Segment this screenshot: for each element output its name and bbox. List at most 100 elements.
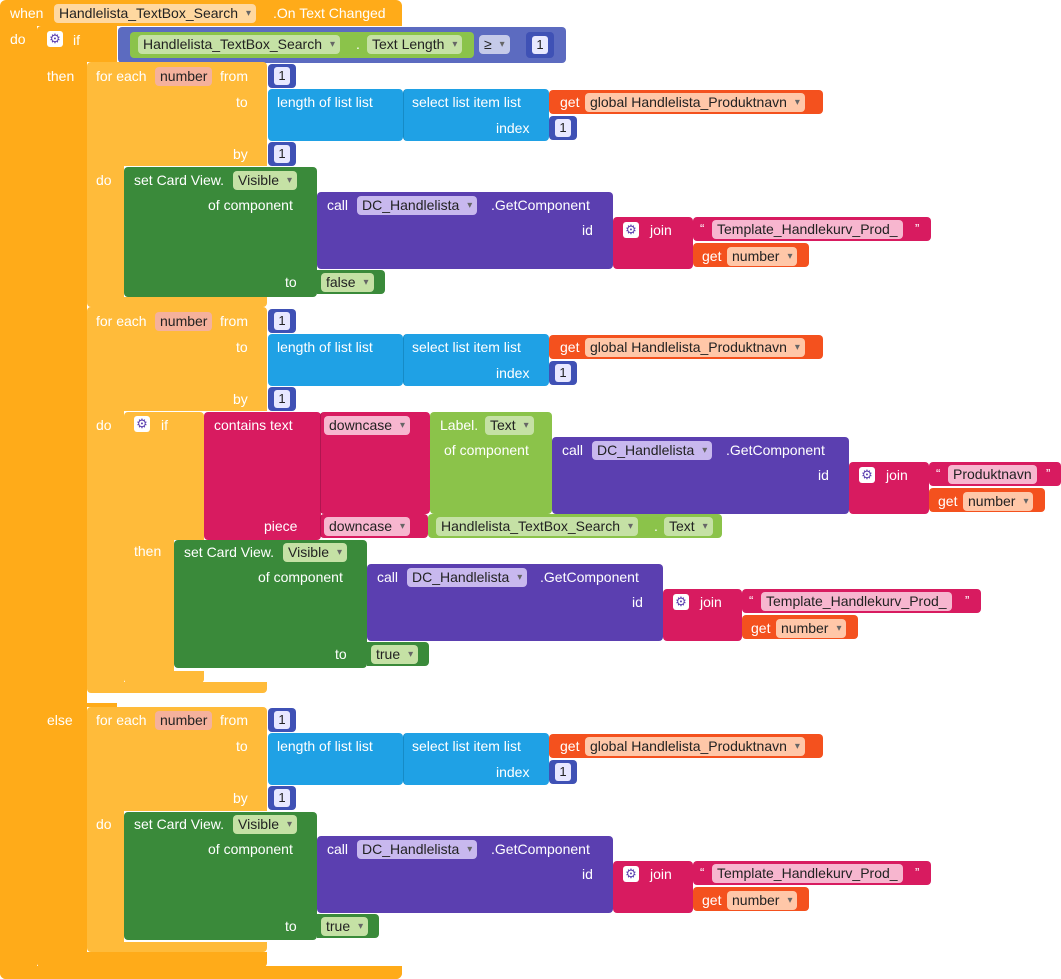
from-keyword: from [220, 712, 248, 728]
number-var-dropdown[interactable]: number [963, 492, 1034, 511]
dc-component-dropdown[interactable]: DC_Handlelista [592, 441, 713, 460]
set-card-view-label: set Card View. [184, 544, 275, 560]
get-keyword: get [751, 620, 771, 636]
length-of-list-label: length of list list [277, 94, 373, 110]
index-keyword: index [496, 764, 530, 780]
visible-dropdown[interactable]: Visible [233, 815, 297, 834]
operator-dropdown[interactable]: ≥ [479, 35, 510, 54]
quote-icon: “ [749, 593, 754, 608]
global-var-dropdown[interactable]: global Handlelista_Produktnavn [585, 338, 805, 357]
get-component-label: .GetComponent [726, 442, 825, 458]
from-keyword: from [220, 68, 248, 84]
contains-text-label: contains text [214, 417, 293, 433]
index-value[interactable]: 1 [555, 119, 571, 137]
when-keyword: when [10, 5, 44, 21]
id-keyword: id [632, 594, 643, 610]
length-of-list-block[interactable] [268, 733, 403, 785]
search-component-dropdown[interactable]: Handlelista_TextBox_Search [436, 517, 638, 536]
length-of-list-block[interactable] [268, 89, 403, 141]
of-component-label: of component [444, 442, 529, 458]
contains-text-block[interactable] [204, 412, 321, 540]
condition-component-dropdown[interactable]: Handlelista_TextBox_Search [138, 35, 340, 54]
to-keyword: to [236, 94, 248, 110]
if-header-right [87, 26, 117, 62]
select-list-item-block[interactable] [403, 334, 549, 386]
global-var-dropdown[interactable]: global Handlelista_Produktnavn [585, 93, 805, 112]
gear-icon[interactable]: ⚙ [673, 594, 689, 610]
length-of-list-label: length of list list [277, 738, 373, 754]
template-text[interactable]: Template_Handlekurv_Prod_ [761, 592, 952, 611]
global-var-dropdown[interactable]: global Handlelista_Produktnavn [585, 737, 805, 756]
condition-property-dropdown[interactable]: Text Length [367, 35, 463, 54]
by-value[interactable]: 1 [274, 789, 290, 807]
downcase-dropdown[interactable]: downcase [324, 517, 411, 536]
number-var-dropdown[interactable]: number [727, 247, 798, 266]
condition-value[interactable]: 1 [532, 36, 548, 54]
call-keyword: call [562, 442, 584, 458]
if-keyword: if [161, 417, 168, 433]
dc-component-dropdown[interactable]: DC_Handlelista [357, 196, 478, 215]
length-of-list-block[interactable] [268, 334, 403, 386]
join-keyword: join [650, 222, 672, 238]
if-bottom [37, 952, 267, 967]
to-keyword: to [236, 738, 248, 754]
get-component-label: .GetComponent [491, 841, 590, 857]
number-var-dropdown[interactable]: number [776, 619, 847, 638]
visible-dropdown[interactable]: Visible [283, 543, 347, 562]
do-keyword: do [96, 417, 112, 433]
from-keyword: from [220, 313, 248, 329]
quote-icon: ” [915, 221, 920, 236]
template-text[interactable]: Template_Handlekurv_Prod_ [712, 220, 903, 239]
call-keyword: call [377, 569, 399, 585]
select-list-item-block[interactable] [403, 733, 549, 785]
from-value[interactable]: 1 [274, 711, 290, 729]
true-dropdown[interactable]: true [371, 645, 419, 664]
of-component-label: of component [258, 569, 343, 585]
inner-if-bottom [124, 671, 204, 683]
set-card-view-label: set Card View. [134, 816, 225, 832]
dot-separator: . [356, 36, 360, 52]
of-component-label: of component [208, 841, 293, 857]
from-value[interactable]: 1 [274, 312, 290, 330]
index-keyword: index [496, 365, 530, 381]
gear-icon[interactable]: ⚙ [134, 416, 150, 432]
text-property-dropdown[interactable]: Text [664, 517, 713, 536]
loop-variable[interactable]: number [155, 711, 213, 730]
downcase-dropdown[interactable]: downcase [324, 416, 411, 435]
gear-icon[interactable]: ⚙ [859, 467, 875, 483]
gear-icon[interactable]: ⚙ [623, 222, 639, 238]
for-each-keyword: for each [96, 68, 147, 84]
then-keyword: then [134, 543, 162, 559]
by-value[interactable]: 1 [274, 145, 290, 163]
false-dropdown[interactable]: false [321, 273, 374, 292]
text-property-dropdown[interactable]: Text [485, 416, 534, 435]
event-component-dropdown[interactable]: Handlelista_TextBox_Search [54, 4, 256, 23]
gear-icon[interactable]: ⚙ [623, 866, 639, 882]
by-value[interactable]: 1 [274, 390, 290, 408]
number-var-dropdown[interactable]: number [727, 891, 798, 910]
by-keyword: by [233, 146, 248, 162]
select-list-item-block[interactable] [403, 89, 549, 141]
label-component-label: Label. [440, 417, 479, 433]
produktnavn-text[interactable]: Produktnavn [948, 465, 1037, 484]
get-component-label: .GetComponent [540, 569, 639, 585]
loop-variable[interactable]: number [155, 312, 213, 331]
dc-component-dropdown[interactable]: DC_Handlelista [357, 840, 478, 859]
select-list-item-label: select list item list [412, 94, 521, 110]
index-value[interactable]: 1 [555, 763, 571, 781]
dc-component-dropdown[interactable]: DC_Handlelista [407, 568, 528, 587]
from-value[interactable]: 1 [274, 67, 290, 85]
call-keyword: call [327, 841, 349, 857]
get-keyword: get [560, 738, 580, 754]
event-bottom [0, 966, 402, 979]
get-keyword: get [938, 493, 958, 509]
true-dropdown[interactable]: true [321, 917, 369, 936]
to-keyword: to [285, 918, 297, 934]
select-list-item-label: select list item list [412, 738, 521, 754]
template-text[interactable]: Template_Handlekurv_Prod_ [712, 864, 903, 883]
index-value[interactable]: 1 [555, 364, 571, 382]
visible-dropdown[interactable]: Visible [233, 171, 297, 190]
loop-variable[interactable]: number [155, 67, 213, 86]
to-keyword: to [236, 339, 248, 355]
gear-icon[interactable]: ⚙ [47, 31, 63, 47]
